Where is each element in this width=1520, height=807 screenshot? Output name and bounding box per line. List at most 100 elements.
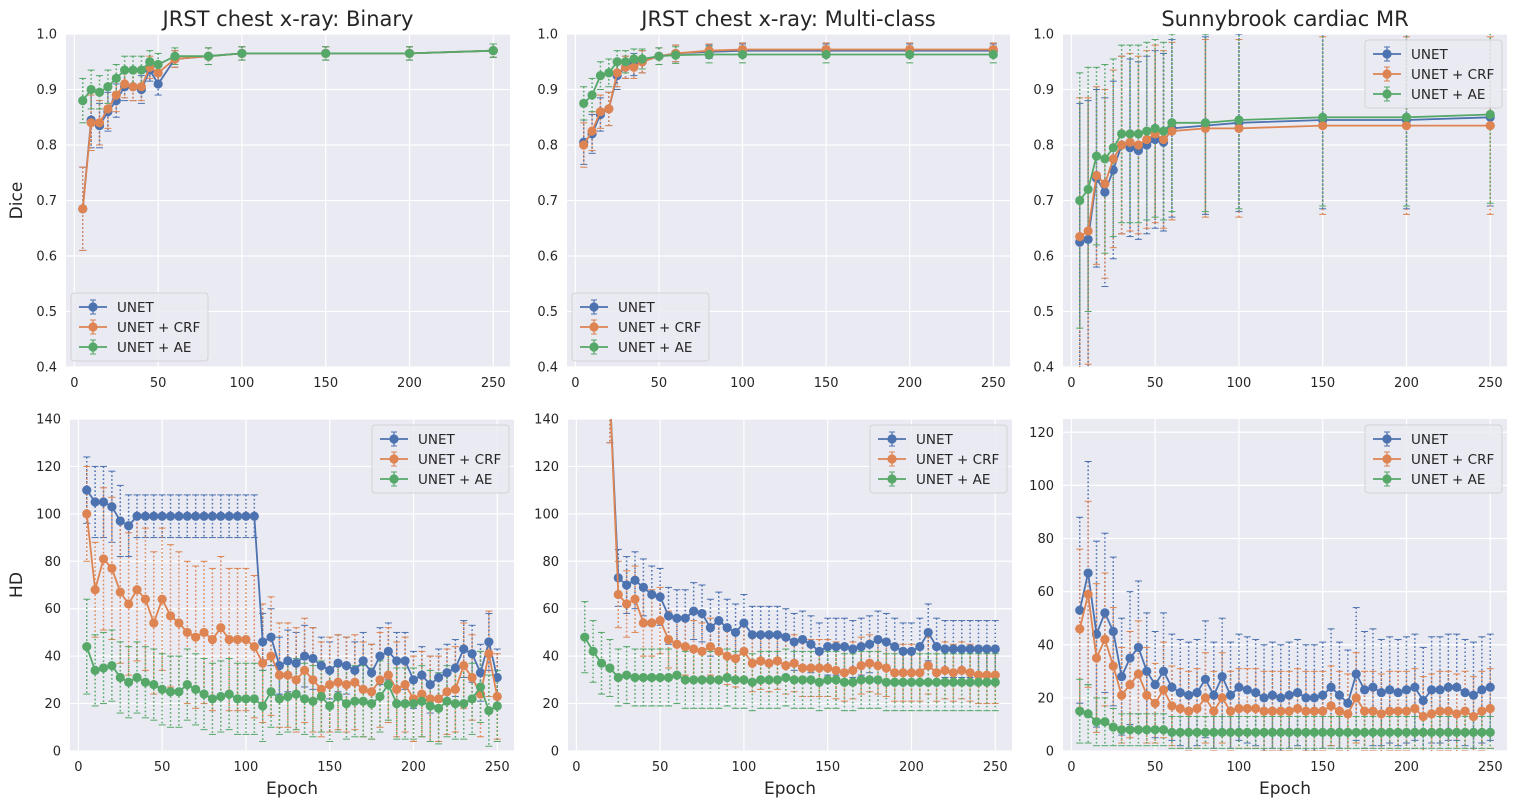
data-point — [940, 665, 950, 675]
data-point — [308, 675, 318, 685]
data-point — [1301, 693, 1311, 703]
data-point — [1158, 685, 1169, 695]
data-point — [781, 632, 791, 642]
data-point — [1334, 690, 1345, 700]
data-point — [149, 680, 159, 690]
data-point — [1200, 118, 1211, 128]
y-tick-label: 60 — [542, 602, 559, 617]
data-point — [82, 642, 92, 652]
series-line — [82, 49, 494, 102]
data-point — [1125, 137, 1135, 147]
data-point — [1142, 666, 1152, 676]
data-point — [1117, 725, 1127, 735]
y-tick-label: 140 — [36, 413, 61, 428]
data-point — [249, 511, 259, 521]
data-point — [207, 694, 218, 704]
data-point — [672, 639, 682, 649]
data-point — [291, 675, 301, 685]
data-point — [689, 644, 699, 654]
data-point — [605, 391, 614, 400]
data-point — [722, 651, 732, 661]
data-point — [948, 677, 958, 687]
data-point — [1192, 727, 1202, 738]
data-point — [1368, 727, 1378, 738]
x-tick-label: 200 — [897, 376, 922, 391]
data-point — [153, 79, 163, 89]
legend-item: UNET + CRF — [878, 451, 999, 468]
series-layer — [1075, 34, 1495, 367]
x-axis-label: Epoch — [266, 779, 318, 799]
data-point — [1167, 701, 1177, 711]
panel-hd-cardiac: 0 50 100 150 200 250020406080100120EpochUNETU… — [1029, 419, 1507, 799]
data-point — [115, 672, 125, 683]
data-point — [1100, 187, 1110, 197]
data-point — [898, 668, 908, 678]
data-point — [1418, 695, 1428, 706]
x-tick-label: 0 — [70, 376, 78, 391]
data-point — [86, 84, 96, 95]
data-point — [1158, 126, 1169, 136]
data-point — [604, 68, 614, 78]
data-point — [1401, 120, 1412, 131]
y-tick-label: 0.7 — [537, 194, 558, 209]
data-point — [890, 668, 900, 678]
data-point — [299, 694, 310, 704]
data-point — [1460, 727, 1470, 738]
data-point — [132, 585, 142, 595]
y-tick-label: 0.5 — [1033, 305, 1054, 320]
data-point — [973, 670, 984, 680]
data-point — [124, 599, 134, 609]
data-point — [1192, 703, 1202, 714]
data-point — [873, 675, 883, 685]
data-point — [316, 691, 326, 702]
data-point — [814, 646, 824, 657]
data-point — [630, 575, 640, 585]
data-point — [705, 623, 716, 633]
data-point — [629, 54, 639, 64]
data-point — [425, 694, 435, 704]
data-point — [797, 675, 808, 685]
panel-dice-multiclass: 0 50 100 150 200 250 0.4 0.5 0.6 0.7 0.8 0.9 1.0 JRST… — [537, 7, 1010, 391]
data-point — [772, 675, 783, 685]
data-point — [1368, 682, 1378, 692]
x-tick-label: 0 — [74, 760, 82, 775]
data-point — [1167, 118, 1177, 128]
data-point — [467, 672, 477, 683]
data-point — [1142, 725, 1152, 735]
data-point — [1452, 709, 1462, 719]
data-point — [789, 637, 799, 647]
data-point — [316, 661, 326, 671]
data-point — [1427, 727, 1437, 738]
data-point — [730, 675, 741, 685]
data-point — [764, 675, 774, 685]
data-point — [140, 511, 150, 521]
data-point — [191, 511, 201, 521]
data-point — [595, 71, 606, 81]
data-point — [1276, 706, 1286, 716]
data-point — [224, 689, 234, 699]
x-tick-label: 200 — [899, 760, 924, 775]
data-point — [1225, 690, 1236, 700]
data-point — [107, 563, 117, 574]
legend-label: UNET + CRF — [418, 452, 501, 468]
data-point — [1410, 727, 1420, 738]
legend-marker — [887, 434, 897, 444]
data-point — [400, 656, 410, 666]
data-point — [873, 634, 883, 645]
data-point — [98, 497, 109, 507]
data-point — [932, 642, 942, 652]
data-point — [1334, 727, 1345, 738]
data-point — [341, 698, 352, 709]
legend-box — [1364, 39, 1503, 109]
y-tick-label: 20 — [44, 697, 61, 712]
data-point — [249, 694, 259, 704]
data-point — [990, 670, 1000, 680]
legend-item: UNET + AE — [580, 339, 692, 356]
legend-marker — [88, 322, 98, 332]
y-tick-label: 0.4 — [36, 361, 57, 376]
data-point — [1234, 682, 1244, 692]
data-point — [647, 672, 657, 683]
legend-marker — [1382, 69, 1392, 79]
data-point — [1167, 126, 1177, 136]
data-point — [1209, 690, 1219, 700]
